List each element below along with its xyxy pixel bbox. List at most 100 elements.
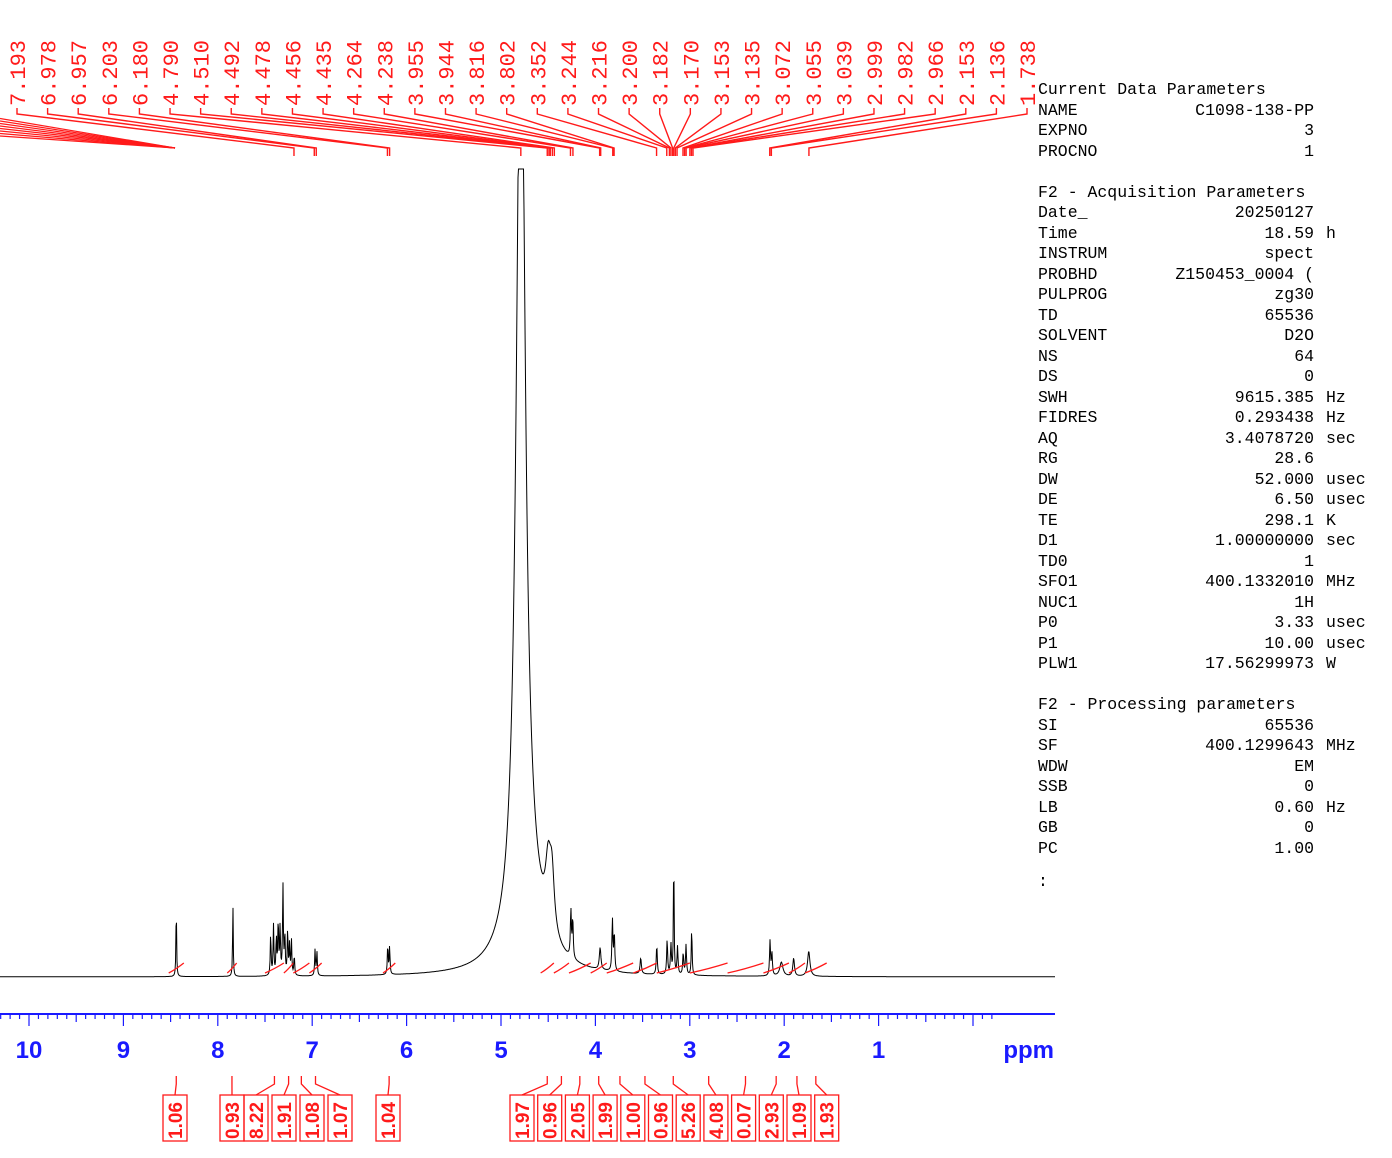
integral-box [537, 1094, 563, 1142]
peak-label: 3.135 [742, 40, 767, 106]
peak-label: 2.982 [895, 40, 920, 106]
param-key: PULPROG [1038, 285, 1108, 304]
param-key: D1 [1038, 531, 1058, 550]
integral-connector [815, 1076, 828, 1096]
param-key: AQ [1038, 428, 1058, 448]
peak-label: 1.738 [1017, 40, 1042, 106]
peak-label: 3.200 [619, 40, 644, 106]
peak-connector-line [659, 108, 674, 156]
param-value: 6.50 [1274, 490, 1314, 509]
param-key: SOLVENT [1038, 326, 1108, 345]
peak-label: 3.182 [650, 40, 675, 106]
param-row-gb: GB 0 [1038, 818, 1378, 839]
x-tick-label: 7 [306, 1037, 319, 1064]
param-row-name: NAME C1098-138-PP [1038, 101, 1378, 122]
param-key: Date_ [1038, 203, 1088, 222]
peak-label: 2.136 [986, 40, 1011, 106]
param-key: Time [1038, 223, 1078, 243]
param-unit: usec [1326, 633, 1366, 653]
param-row-expno: EXPNO 3 [1038, 121, 1378, 142]
integral-label-group: 1.06 0.93 8.22 1.91 1.08 1.07 1.04 1.97 0.96 2.05… [162, 1076, 840, 1142]
integral-box [703, 1094, 729, 1142]
param-key: SWH [1038, 387, 1068, 407]
spectrum-trace [0, 168, 1055, 978]
integral-value-label: 1.08 [303, 1102, 324, 1139]
peak-connector-line [536, 108, 658, 156]
peak-label: 4.510 [191, 40, 216, 106]
peak-connector-line [199, 108, 548, 156]
param-value: C1098-138-PP [1195, 100, 1314, 120]
peak-label: 6.957 [68, 40, 93, 106]
param-value: 1.00 [1274, 838, 1314, 858]
x-axis-label: ppm [1003, 1037, 1054, 1064]
integral-curve [553, 962, 570, 974]
param-key: SSB [1038, 777, 1068, 796]
x-tick-label: 3 [683, 1037, 696, 1064]
peak-label: 4.238 [374, 40, 399, 106]
integral-curve [168, 962, 185, 974]
peak-label: 3.352 [527, 40, 552, 106]
param-value: 64 [1294, 346, 1314, 366]
peak-connector-line [383, 108, 574, 156]
integral-curve [632, 962, 658, 974]
param-unit: h [1326, 223, 1336, 243]
param-row-si: SI 65536 [1038, 716, 1378, 737]
param-key: P1 [1038, 633, 1058, 653]
spectrum-trace-group [0, 168, 1055, 978]
integral-curve [689, 962, 728, 974]
integral-curve [540, 962, 555, 974]
param-value: Z150453_0004 ( [1175, 264, 1314, 284]
integral-box [592, 1094, 618, 1142]
param-value: 0 [1304, 818, 1314, 837]
integral-box [564, 1094, 591, 1142]
integral-curve [382, 962, 396, 974]
peak-connector-line [352, 108, 572, 156]
integral-curve [788, 962, 806, 974]
peak-label: 4.264 [344, 40, 369, 106]
peak-label: 6.978 [38, 40, 63, 106]
param-row-pc: PC 1.00 [1038, 839, 1378, 860]
peak-label: 6.180 [129, 40, 154, 106]
param-key: DS [1038, 367, 1058, 386]
param-key: DE [1038, 490, 1058, 509]
param-key: TD [1038, 305, 1058, 325]
integral-connector [283, 1076, 290, 1096]
integral-value-label: 5.26 [679, 1102, 700, 1139]
param-unit: usec [1326, 613, 1366, 632]
param-value: 0.293438 [1234, 408, 1314, 427]
param-value: 52.000 [1254, 469, 1314, 489]
peak-connector-line [689, 108, 875, 156]
param-row-probhd: PROBHD Z150453_0004 ( [1038, 265, 1378, 286]
integral-value-label: 1.04 [379, 1102, 400, 1139]
param-row-instrum: INSTRUM spect [1038, 244, 1378, 265]
section-title: F2 - Acquisition Parameters [1038, 182, 1306, 202]
param-value: 1.00000000 [1214, 531, 1314, 550]
param-key: INSTRUM [1038, 244, 1108, 263]
peak-connector-line [291, 108, 554, 156]
integral-value-label: 1.97 [513, 1102, 534, 1139]
param-key: SFO1 [1038, 572, 1078, 591]
param-row-fidres: FIDRES 0.293438 Hz [1038, 408, 1378, 429]
integral-value-label: 2.93 [762, 1102, 783, 1139]
integral-curve [727, 962, 764, 974]
integral-value-label: 0.93 [223, 1102, 244, 1139]
peak-label: 2.153 [956, 40, 981, 106]
integral-curve [309, 962, 323, 974]
peak-connector-line [169, 108, 522, 156]
param-key: SF [1038, 736, 1058, 755]
integral-box [647, 1094, 674, 1142]
peak-connector-line [322, 108, 556, 156]
param-value: 28.6 [1274, 449, 1314, 468]
trailing-mark: : [1038, 871, 1048, 891]
x-tick-label: 8 [211, 1037, 224, 1064]
peak-label: 6.203 [99, 40, 124, 106]
integral-curve [226, 962, 238, 974]
peak-label: 7.193 [7, 40, 32, 106]
param-value: 18.59 [1264, 223, 1314, 243]
integral-box [375, 1094, 401, 1142]
peak-connector-line [475, 108, 614, 156]
param-key: NAME [1038, 100, 1078, 120]
param-value: 3.33 [1274, 613, 1314, 632]
param-unit: sec [1326, 428, 1356, 448]
peak-label: 3.944 [435, 40, 460, 106]
